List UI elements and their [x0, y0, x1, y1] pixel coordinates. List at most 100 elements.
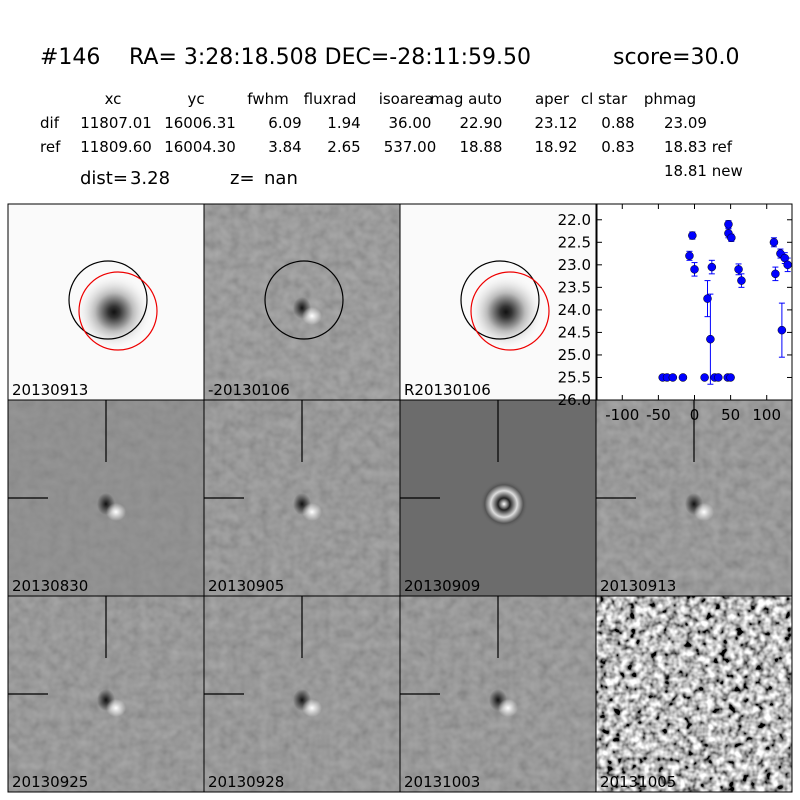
panel-label: 20130925	[12, 773, 88, 791]
image-panel: 20131003	[399, 595, 597, 793]
cell: 18.83 ref	[664, 138, 733, 156]
dist-value: 3.28	[130, 168, 170, 189]
y-tick-label: 24.0	[558, 301, 591, 319]
image-panel: 20130830	[7, 399, 205, 597]
point	[727, 233, 736, 243]
image-panel: 20130909	[399, 399, 597, 597]
point	[771, 269, 780, 279]
point	[769, 238, 779, 247]
point	[688, 231, 697, 240]
y-tick-label: 25.5	[558, 368, 591, 386]
column-header: fluxrad	[304, 90, 357, 108]
x-tick-label: -50	[646, 406, 671, 424]
column-header: isoarea	[379, 90, 434, 108]
light-lobe	[106, 699, 126, 717]
cell: 2.65	[327, 138, 360, 156]
title-coords: RA= 3:28:18.508 DEC=-28:11:59.50	[129, 45, 531, 70]
source	[480, 480, 528, 528]
panel-label: 20130909	[404, 577, 480, 595]
point	[707, 262, 717, 272]
point	[678, 373, 688, 382]
z-value: nan	[264, 168, 298, 189]
x-tick-label: 0	[690, 406, 700, 424]
column-header: yc	[187, 90, 204, 108]
cell: 0.83	[601, 138, 634, 156]
image-panel: 20130913	[7, 203, 205, 401]
point	[777, 325, 787, 335]
y-tick-label: 23.5	[558, 278, 591, 296]
point	[714, 373, 723, 382]
panel-label: 20131003	[404, 773, 480, 791]
title-score: score=30.0	[613, 45, 740, 70]
point	[783, 260, 792, 270]
column-header: aper	[535, 90, 570, 108]
y-tick-label: 23.0	[558, 256, 591, 274]
image-panel: 20131005	[595, 595, 793, 793]
light-lobe	[694, 503, 714, 521]
column-header: xc	[105, 90, 122, 108]
cell: 22.90	[460, 114, 503, 132]
panel-frame	[595, 595, 793, 793]
point	[734, 265, 743, 274]
column-header: mag auto	[430, 90, 502, 108]
cell: 36.00	[389, 114, 432, 132]
light-lobe	[106, 503, 126, 521]
y-tick-label: 26.0	[558, 391, 591, 409]
cell: 537.00	[384, 138, 437, 156]
source	[76, 274, 152, 350]
panel-label: R20130106	[404, 381, 491, 399]
x-tick-label: 50	[721, 406, 740, 424]
panel-label: 20130913	[12, 381, 88, 399]
image-panel: 20130925	[7, 595, 205, 793]
point	[690, 265, 699, 274]
title-id: #146	[40, 45, 100, 70]
point	[726, 373, 735, 382]
image-panel: R20130106	[399, 203, 597, 401]
dist-label: dist=	[80, 168, 128, 189]
aperture-ref	[78, 271, 158, 351]
cell: 18.92	[535, 138, 578, 156]
cell: 0.88	[601, 114, 634, 132]
panel-label: -20130106	[208, 381, 290, 399]
noise	[596, 596, 792, 792]
panel-label: 20130905	[208, 577, 284, 595]
cell: 3.84	[268, 138, 301, 156]
y-tick-label: 22.0	[558, 211, 591, 229]
point	[706, 334, 715, 344]
light-lobe	[302, 503, 322, 521]
cell: 1.94	[327, 114, 360, 132]
light-lobe	[302, 699, 322, 717]
row-label: dif	[40, 114, 60, 132]
aperture	[264, 260, 344, 340]
row-label: ref	[40, 138, 61, 156]
column-header: phmag	[644, 90, 696, 108]
x-tick-label: 100	[752, 406, 781, 424]
panel-label: 20130830	[12, 577, 88, 595]
point	[700, 373, 709, 382]
light-lobe	[498, 699, 518, 717]
point	[724, 220, 733, 229]
cell: 16006.31	[164, 114, 236, 132]
cell: 16004.30	[164, 138, 236, 156]
cell: 23.12	[535, 114, 578, 132]
extra-mag: 18.81 new	[664, 162, 743, 180]
image-panel: 20130928	[203, 595, 401, 793]
image-panel: -20130106	[203, 203, 401, 401]
y-tick-label: 25.0	[558, 346, 591, 364]
cell: 23.09	[664, 114, 707, 132]
point	[737, 276, 746, 285]
aperture-ref	[470, 271, 550, 351]
panel-label: 20130928	[208, 773, 284, 791]
cell: 11807.01	[80, 114, 152, 132]
point	[703, 294, 712, 303]
column-header: fwhm	[247, 90, 288, 108]
cell: 11809.60	[80, 138, 152, 156]
cell: 6.09	[268, 114, 301, 132]
z-label: z=	[230, 168, 255, 189]
cell: 18.88	[460, 138, 503, 156]
light-lobe	[302, 307, 322, 325]
panel-label: 20130913	[600, 577, 676, 595]
point	[668, 373, 678, 382]
y-tick-label: 22.5	[558, 233, 591, 251]
